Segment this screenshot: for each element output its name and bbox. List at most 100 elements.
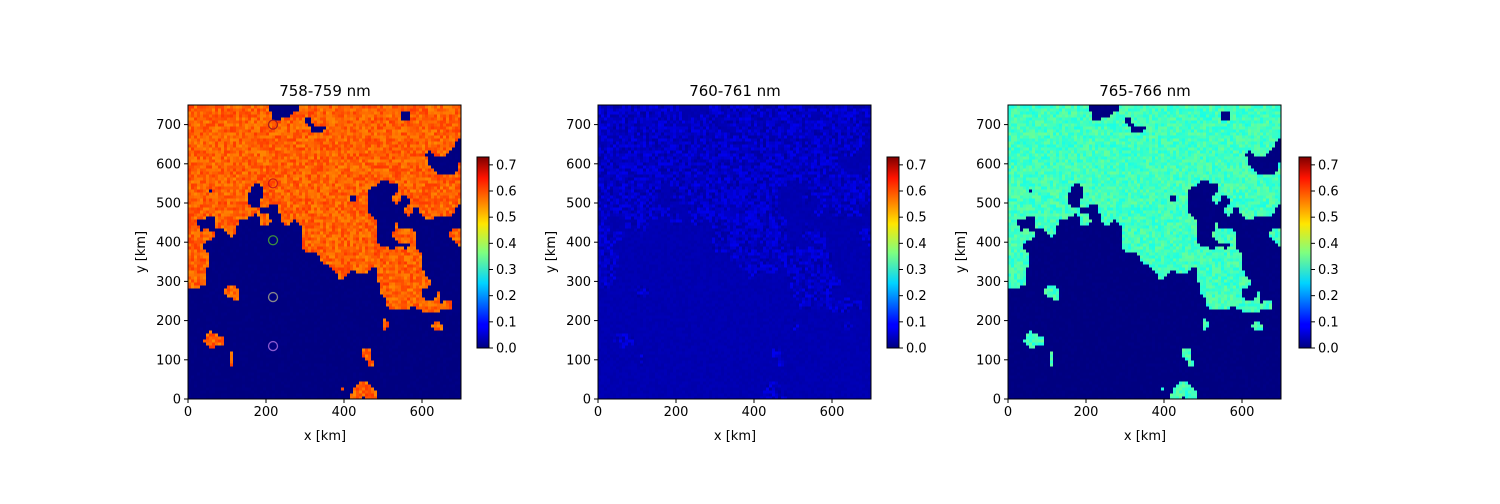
- heatmap-cell: [329, 387, 333, 391]
- heatmap-cell: [401, 288, 405, 292]
- heatmap-cell: [380, 309, 384, 313]
- heatmap-cell: [251, 375, 255, 379]
- heatmap-cell: [350, 315, 354, 319]
- heatmap-cell: [419, 294, 423, 298]
- heatmap-cell: [287, 327, 291, 331]
- heatmap-cell: [359, 333, 363, 337]
- heatmap-cell: [326, 264, 330, 268]
- heatmap-cell: [284, 318, 288, 322]
- heatmap-cell: [197, 366, 201, 370]
- heatmap-cell: [362, 387, 366, 391]
- heatmap-cell: [368, 357, 372, 361]
- heatmap-cell: [398, 372, 402, 376]
- heatmap-cell: [188, 354, 192, 358]
- heatmap-cell: [404, 321, 408, 325]
- heatmap-cell: [257, 309, 261, 313]
- heatmap-cell: [305, 333, 309, 337]
- heatmap-cell: [422, 270, 426, 274]
- heatmap-cell: [302, 378, 306, 382]
- heatmap-cell: [443, 336, 447, 340]
- heatmap-cell: [455, 309, 459, 313]
- heatmap-cell: [281, 378, 285, 382]
- heatmap-cell: [296, 333, 300, 337]
- heatmap-cell: [248, 366, 252, 370]
- heatmap-cell: [323, 360, 327, 364]
- heatmap-cell: [212, 330, 216, 334]
- heatmap-cell: [446, 357, 450, 361]
- heatmap-cell: [386, 375, 390, 379]
- heatmap-cell: [386, 384, 390, 388]
- heatmap-cell: [449, 303, 453, 307]
- heatmap-cell: [320, 303, 324, 307]
- heatmap-cell: [377, 309, 381, 313]
- heatmap-cell: [353, 264, 357, 268]
- heatmap-cell: [209, 354, 213, 358]
- heatmap-cell: [194, 330, 198, 334]
- heatmap-cell: [263, 363, 267, 367]
- heatmap-cell: [221, 285, 225, 289]
- heatmap-cell: [332, 369, 336, 373]
- heatmap-cell: [371, 363, 375, 367]
- heatmap-cell: [221, 303, 225, 307]
- heatmap-cell: [239, 351, 243, 355]
- heatmap-cell: [401, 354, 405, 358]
- heatmap-cell: [374, 360, 378, 364]
- heatmap-cell: [200, 342, 204, 346]
- heatmap-cell: [386, 330, 390, 334]
- heatmap-cell: [275, 315, 279, 319]
- heatmap-cell: [212, 387, 216, 391]
- heatmap-cell: [263, 273, 267, 277]
- heatmap-cell: [353, 387, 357, 391]
- heatmap-cell: [227, 291, 231, 295]
- heatmap-cell: [281, 297, 285, 301]
- heatmap-cell: [200, 306, 204, 310]
- heatmap-cell: [224, 366, 228, 370]
- heatmap-cell: [371, 318, 375, 322]
- heatmap-cell: [305, 357, 309, 361]
- heatmap-cell: [293, 291, 297, 295]
- heatmap-cell: [428, 357, 432, 361]
- heatmap-cell: [416, 288, 420, 292]
- heatmap-cell: [266, 324, 270, 328]
- heatmap-cell: [191, 294, 195, 298]
- heatmap-cell: [449, 363, 453, 367]
- heatmap-cell: [308, 294, 312, 298]
- heatmap-cell: [398, 345, 402, 349]
- heatmap-cell: [368, 393, 372, 397]
- heatmap-cell: [389, 351, 393, 355]
- heatmap-cell: [302, 264, 306, 268]
- heatmap-cell: [305, 270, 309, 274]
- heatmap-cell: [395, 285, 399, 289]
- heatmap-cell: [389, 291, 393, 295]
- heatmap-cell: [287, 348, 291, 352]
- heatmap-cell: [257, 363, 261, 367]
- heatmap-cell: [194, 336, 198, 340]
- heatmap-cell: [392, 267, 396, 271]
- heatmap-cell: [293, 369, 297, 373]
- heatmap-cell: [401, 273, 405, 277]
- heatmap-cell: [377, 282, 381, 286]
- heatmap-cell: [215, 309, 219, 313]
- heatmap-cell: [413, 384, 417, 388]
- heatmap-cell: [260, 294, 264, 298]
- heatmap-cell: [218, 387, 222, 391]
- heatmap-cell: [272, 354, 276, 358]
- heatmap-cell: [425, 318, 429, 322]
- heatmap-cell: [209, 390, 213, 394]
- heatmap-cell: [338, 357, 342, 361]
- heatmap-cell: [302, 279, 306, 283]
- heatmap-cell: [371, 378, 375, 382]
- heatmap-cell: [209, 360, 213, 364]
- heatmap-cell: [284, 321, 288, 325]
- heatmap-cell: [323, 306, 327, 310]
- heatmap-cell: [383, 354, 387, 358]
- heatmap-cell: [332, 285, 336, 289]
- heatmap-cell: [368, 309, 372, 313]
- heatmap-cell: [260, 324, 264, 328]
- heatmap-cell: [314, 303, 318, 307]
- heatmap-cell: [224, 360, 228, 364]
- heatmap-cell: [431, 381, 435, 385]
- heatmap-cell: [206, 363, 210, 367]
- heatmap-cell: [383, 366, 387, 370]
- heatmap-cell: [260, 300, 264, 304]
